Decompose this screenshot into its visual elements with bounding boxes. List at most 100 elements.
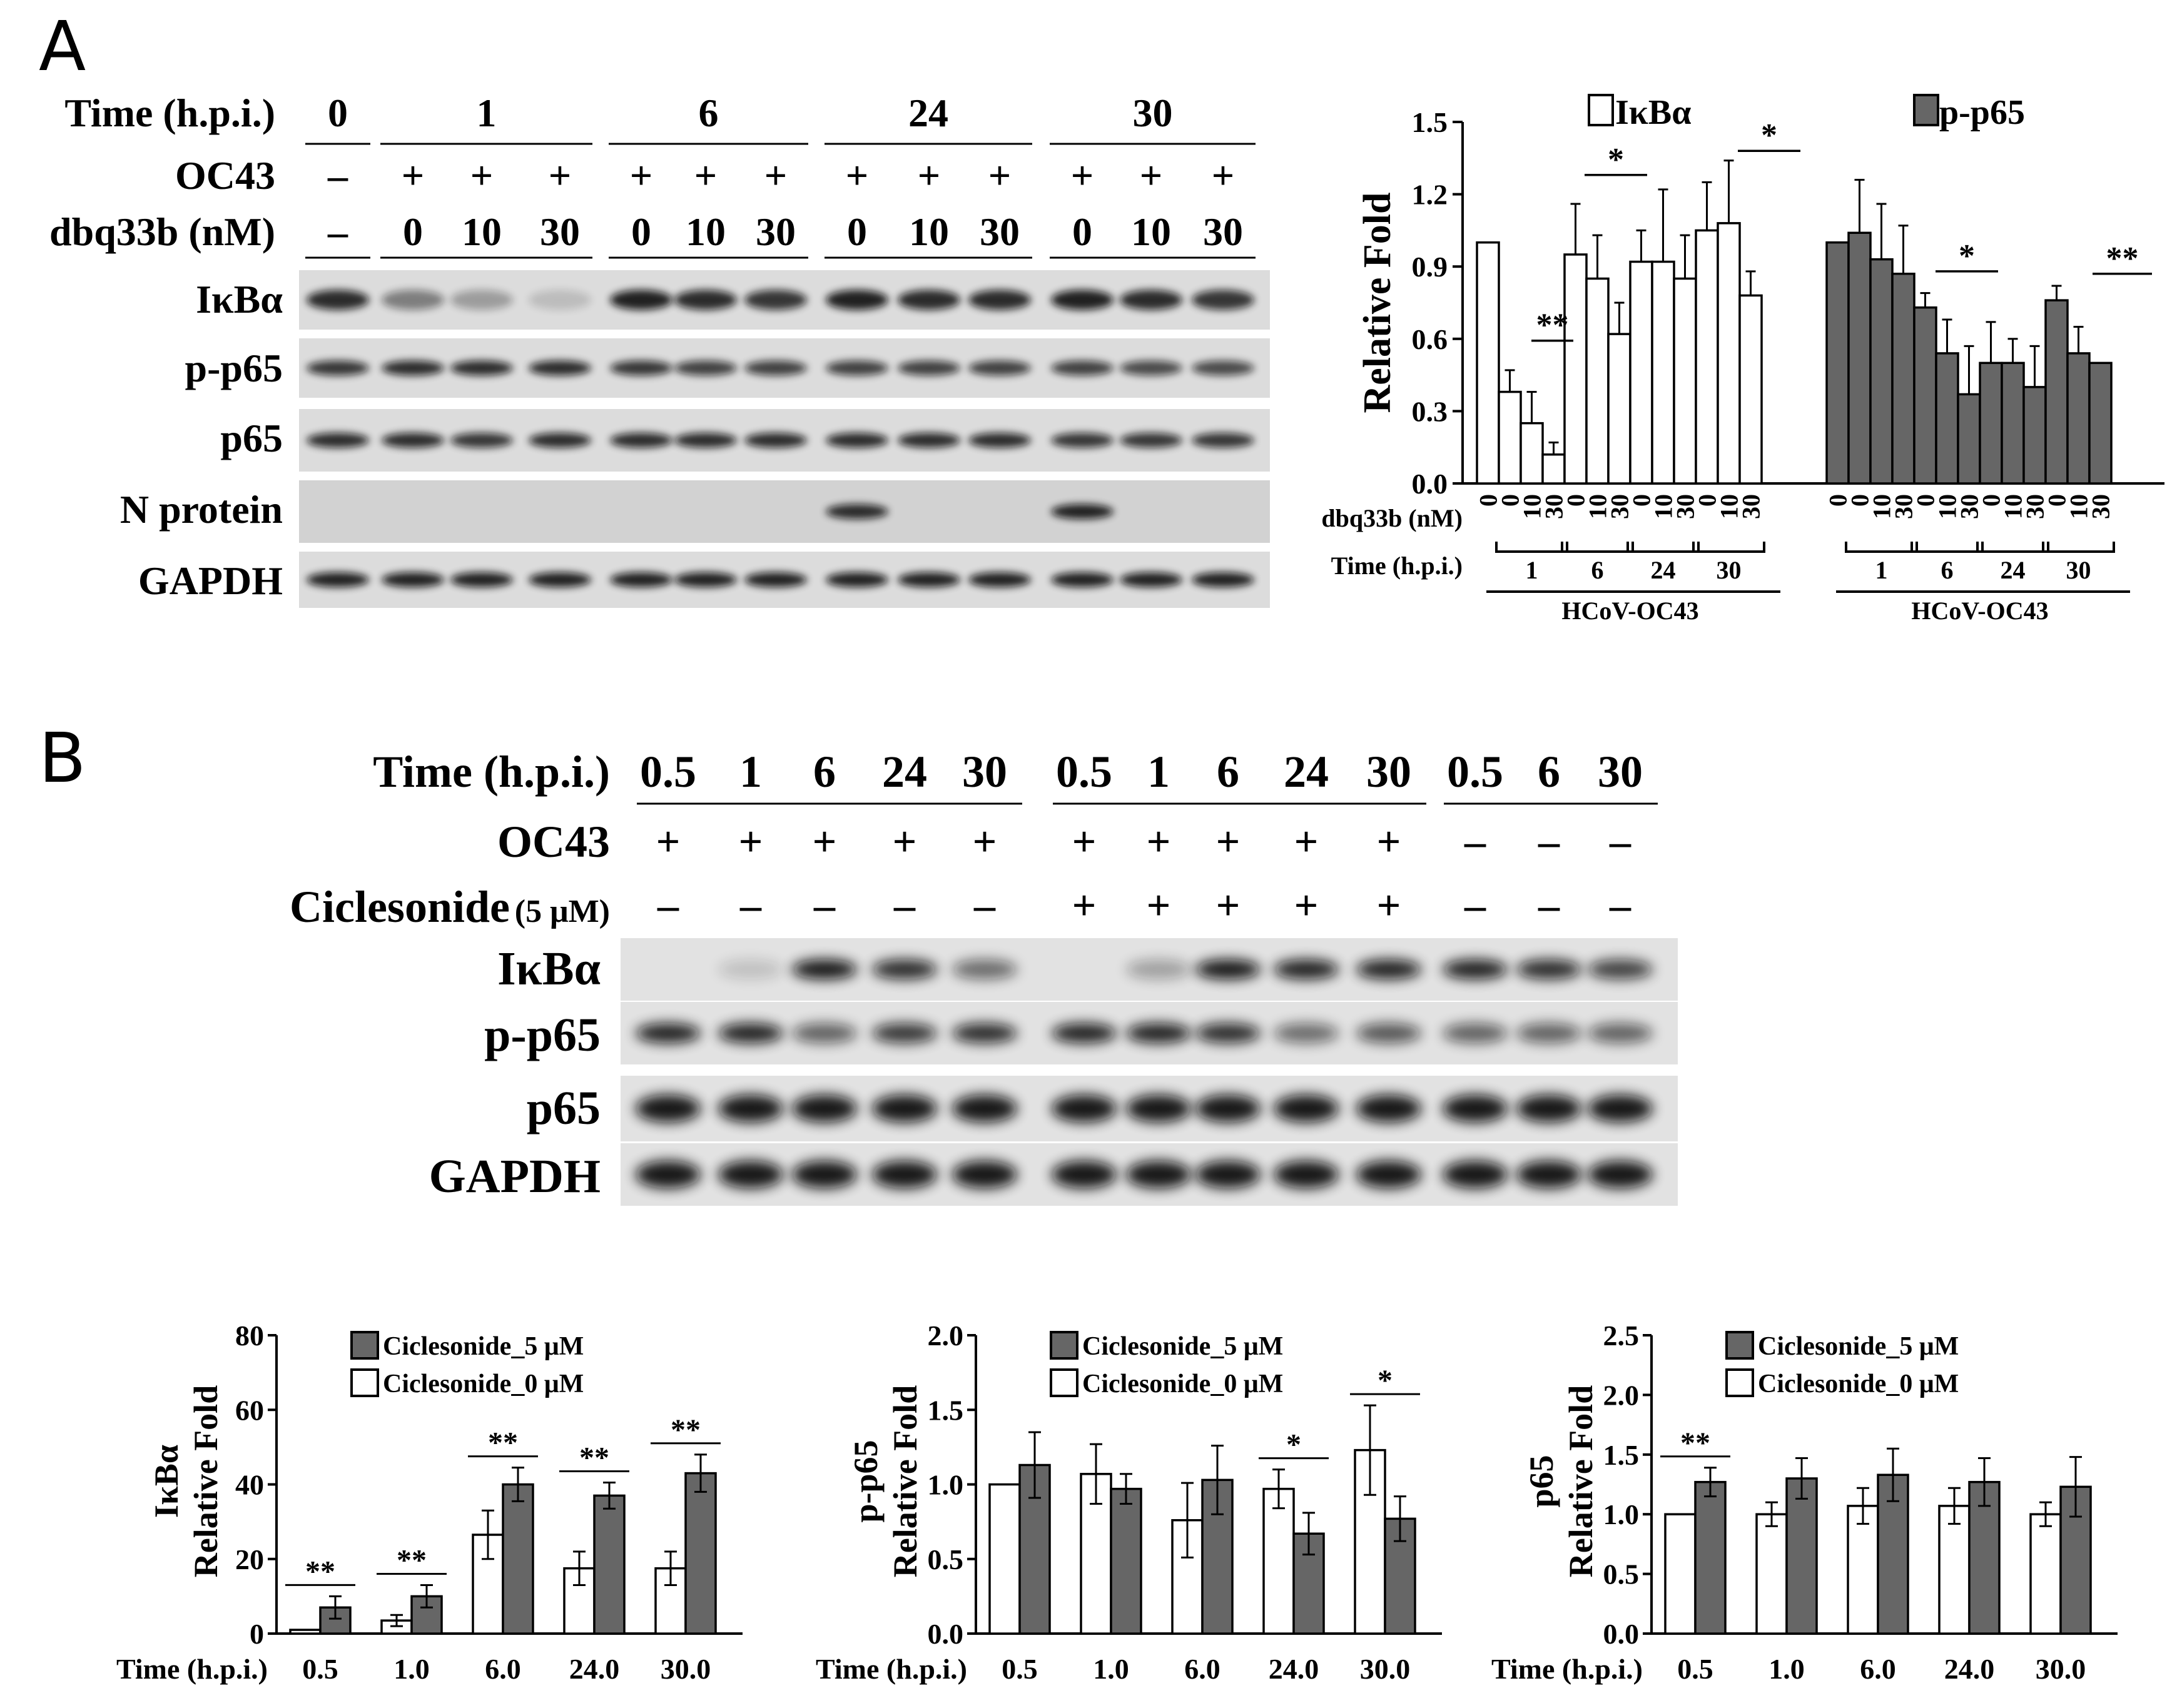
a-pp65-time-label: 6 bbox=[1941, 556, 1954, 584]
b-band bbox=[1443, 1161, 1508, 1188]
a-ikba-time-label: 30 bbox=[1717, 556, 1742, 584]
b-p65-bar bbox=[1938, 1505, 1971, 1635]
a-band bbox=[1120, 433, 1182, 448]
a-band bbox=[968, 360, 1031, 376]
b-p65-y-label: Relative Fold bbox=[1562, 1385, 1600, 1577]
a-oc43-value: + bbox=[1212, 153, 1234, 198]
a-band bbox=[674, 572, 737, 587]
b-band bbox=[1274, 959, 1339, 979]
b-band bbox=[952, 1023, 1017, 1043]
b-ikba-category-label: 6.0 bbox=[485, 1653, 521, 1685]
b-band bbox=[952, 959, 1017, 979]
a-y-tick-label: 1.2 bbox=[1412, 179, 1448, 211]
a-y-tick-label: 0.0 bbox=[1412, 468, 1448, 500]
a-pp65-dose-label: 0 bbox=[1846, 494, 1874, 507]
b-ikba-bar bbox=[502, 1483, 534, 1635]
b-band-label-ikba: IκBα bbox=[497, 942, 601, 995]
panel-a-blot-header: Time (h.p.i.) OC43 dbq33b (nM) bbox=[49, 91, 275, 254]
a-y-tick-label: 0.6 bbox=[1412, 323, 1448, 355]
a-band bbox=[1120, 360, 1182, 376]
b-band bbox=[636, 1023, 701, 1043]
a-oc43-value: + bbox=[846, 153, 868, 198]
a-band bbox=[1051, 290, 1114, 310]
a-band bbox=[898, 360, 960, 376]
a-band bbox=[529, 433, 591, 448]
b-oc43-value: + bbox=[973, 817, 997, 865]
a-time-value: 6 bbox=[699, 91, 719, 135]
b-ikba-y-tick-label: 60 bbox=[235, 1394, 264, 1426]
a-ikba-dose-label: 0 bbox=[1693, 494, 1722, 507]
b-band bbox=[1195, 1094, 1261, 1123]
b-band bbox=[1588, 1094, 1653, 1123]
b-band bbox=[1516, 1023, 1581, 1043]
b-band bbox=[792, 1161, 857, 1188]
a-pp65-dose-label: 30 bbox=[1890, 494, 1918, 519]
a-band bbox=[382, 572, 444, 587]
a-ikba-dose-label: 30 bbox=[1672, 494, 1700, 519]
a-dose-value: 0 bbox=[1072, 210, 1092, 254]
a-time-value: 30 bbox=[1133, 91, 1173, 135]
a-ikba-dose-label: 0 bbox=[1496, 494, 1525, 507]
b-pp65-y-label: Relative Fold bbox=[886, 1385, 924, 1577]
b-p65-bar bbox=[1968, 1480, 2001, 1635]
a-dose-value: 30 bbox=[1203, 210, 1243, 254]
b-pp65-y-tick-label: 1.5 bbox=[928, 1394, 964, 1426]
a-band-label-n-protein: N protein bbox=[120, 487, 283, 532]
b-pp65-bar bbox=[988, 1483, 1021, 1635]
b-ikba-legend-5um-swatch bbox=[350, 1331, 379, 1360]
b-band bbox=[1443, 959, 1508, 979]
a-band bbox=[826, 504, 888, 519]
b-ikba-legend-5um-label: Ciclesonide_5 μM bbox=[383, 1332, 584, 1361]
b-band bbox=[718, 1094, 783, 1123]
b-p65-bar bbox=[1785, 1477, 1818, 1635]
a-band bbox=[1051, 504, 1114, 519]
a-pp65-bar bbox=[1891, 273, 1916, 485]
b-p65-x-label: Time (h.p.i.) bbox=[1491, 1653, 1643, 1685]
b-band bbox=[718, 959, 783, 979]
b-p65-bar bbox=[1847, 1505, 1879, 1635]
a-ikba-bar bbox=[1520, 422, 1544, 485]
b-band-label-gapdh: GAPDH bbox=[429, 1150, 601, 1203]
b-ciclesonide-value: – bbox=[893, 881, 916, 929]
b-band bbox=[872, 1023, 937, 1043]
a-band bbox=[1120, 572, 1182, 587]
b-band bbox=[636, 1161, 701, 1188]
b-p65-sig-star: ** bbox=[1680, 1427, 1710, 1460]
a-oc43-value: + bbox=[630, 153, 652, 198]
a-ikba-time-label: 1 bbox=[1526, 556, 1538, 584]
a-ikba-dose-label: 10 bbox=[1650, 494, 1678, 519]
a-time-value: 0 bbox=[328, 91, 348, 135]
a-band bbox=[382, 290, 444, 310]
b-band bbox=[1126, 1161, 1191, 1188]
a-legend-ikba-swatch bbox=[1588, 94, 1614, 126]
b-oc43-value: + bbox=[1147, 817, 1171, 865]
b-band bbox=[952, 1161, 1017, 1188]
a-oc43-value: + bbox=[918, 153, 940, 198]
b-oc43-value: + bbox=[1216, 817, 1241, 865]
a-ikba-time-bracket bbox=[1561, 542, 1634, 553]
b-time-value: 1 bbox=[739, 747, 762, 797]
b-band bbox=[1356, 1161, 1421, 1188]
b-ikba-sig-star: ** bbox=[579, 1442, 609, 1475]
a-dose-value: 10 bbox=[1131, 210, 1171, 254]
a-band bbox=[529, 572, 591, 587]
b-oc43-value: + bbox=[1294, 817, 1319, 865]
b-pp65-legend-0um-swatch bbox=[1050, 1368, 1078, 1397]
a-pp65-dose-label: 0 bbox=[1824, 494, 1852, 507]
b-ikba-legend-0um-label: Ciclesonide_0 μM bbox=[383, 1370, 584, 1398]
a-legend-pp65-swatch bbox=[1913, 94, 1939, 126]
b-band bbox=[792, 1023, 857, 1043]
a-band bbox=[1192, 433, 1254, 448]
b-pp65-y-tick-label: 0.5 bbox=[928, 1544, 964, 1575]
b-band bbox=[1356, 1023, 1421, 1043]
a-band bbox=[898, 290, 960, 310]
a-ikba-dose-label: 10 bbox=[1518, 494, 1546, 519]
a-ikba-bar bbox=[1563, 253, 1588, 485]
b-oc43-value: + bbox=[1072, 817, 1097, 865]
a-pp65-dose-label: 10 bbox=[1868, 494, 1896, 519]
a-y-tick-label: 0.3 bbox=[1412, 395, 1448, 427]
b-band bbox=[718, 1023, 783, 1043]
b-oc43-value: + bbox=[656, 817, 681, 865]
b-ciclesonide-value: + bbox=[1294, 881, 1319, 929]
